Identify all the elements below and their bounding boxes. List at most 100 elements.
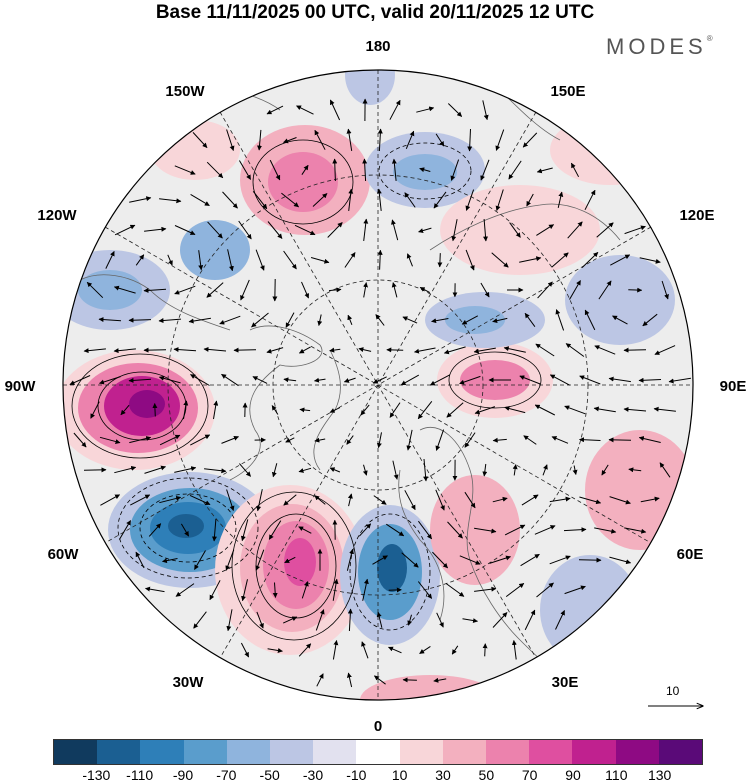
colorbar-cell [615,740,659,764]
wind-arrow [211,518,217,542]
wind-arrow [373,675,386,685]
wind-arrow [492,317,508,324]
wind-arrow [436,612,444,628]
wind-arrow [329,407,341,413]
wind-arrow [464,491,476,509]
graticule [63,70,693,700]
wind-arrow [174,285,196,295]
wind-arrow [391,219,399,241]
wind-arrow [435,489,445,511]
wind-arrow [347,314,353,325]
wind-arrow [158,375,181,384]
wind-arrow [555,610,565,630]
colorbar-cell [54,740,98,764]
wind-arrow [98,317,122,323]
wind-arrow [162,558,178,564]
wind-arrow [405,130,415,149]
colorbar-cell [270,740,314,764]
wind-arrow [145,586,165,593]
colorbar-tick-label: -50 [259,767,280,783]
wind-arrow [252,376,268,384]
wind-arrow [431,318,449,324]
wind-arrow [100,494,121,506]
wind-arrow [508,160,522,180]
wind-arrow [256,611,264,629]
wind-arrow [363,282,368,298]
wind-arrow [459,555,481,565]
wind-arrow [348,188,354,211]
wind-arrow [219,315,241,325]
wind-arrow [612,315,628,325]
wind-arrow [519,256,542,263]
wind-arrow [174,225,196,235]
wind-arrow [301,281,310,299]
wind-arrow [495,189,504,211]
colorbar-cell [313,740,357,764]
wind-arrow [459,375,481,385]
wind-arrow [83,348,106,354]
wind-arrow [579,496,602,505]
wind-arrow [536,582,554,598]
lon-label-90w: 90W [5,378,37,395]
colorbar-cell [572,740,616,764]
wind-arrow [238,220,252,240]
wind-arrow [417,520,433,540]
wind-arrow [180,523,190,537]
colorbar-cell [356,740,400,764]
wind-arrow [391,158,397,181]
wind-arrow [120,404,130,416]
wind-arrow [474,527,497,534]
colorbar [53,739,703,765]
wind-arrow [299,407,311,413]
wind-arrow [239,463,251,477]
wind-arrow [252,190,268,210]
wind-arrow [317,314,323,326]
wind-arrow [99,376,121,385]
map-disc [63,70,693,700]
wind-arrow [267,648,283,653]
lon-label-0: 0 [374,718,382,735]
wind-arrow [158,318,182,324]
wind-arrow [579,437,601,443]
wind-arrow [159,495,182,504]
wind-arrow [389,402,401,418]
wind-arrow [432,551,448,569]
wind-arrow [251,312,269,328]
wind-arrow [567,221,583,239]
wind-arrow [551,252,569,268]
wind-arrow [584,309,596,331]
colorbar-tick-label: 50 [478,767,495,783]
wind-arrow [209,580,221,601]
wind-arrow [271,405,279,415]
wind-arrow [360,404,370,416]
wind-arrow [659,462,671,478]
wind-arrow [628,467,642,473]
wind-arrow [227,249,234,272]
wind-arrow [175,583,195,597]
wind-arrow [183,400,189,420]
wind-arrow [391,282,398,298]
wind-arrow [445,583,465,597]
wind-arrow [90,401,100,419]
wind-arrow [362,158,368,182]
wind-arrow [332,640,339,660]
wind-arrow [512,464,518,476]
wind-arrow [329,99,341,121]
wind-arrow [404,192,416,208]
wind-arrow [594,527,617,534]
wind-arrow [564,585,586,595]
wind-arrow [240,519,249,542]
wind-arrow [213,400,219,420]
wind-arrow [473,347,496,354]
wind-arrow [451,645,459,655]
colorbar-tick-label: 10 [391,767,408,783]
wind-arrow [480,159,490,181]
wind-arrow [268,520,282,540]
wind-arrow [327,222,343,238]
wind-arrow [563,527,587,533]
colorbar-tick-label: -90 [172,767,194,783]
wind-arrow [190,434,211,446]
wind-arrow [226,609,233,632]
wind-arrow [206,282,224,298]
colorbar-cell [226,740,271,764]
